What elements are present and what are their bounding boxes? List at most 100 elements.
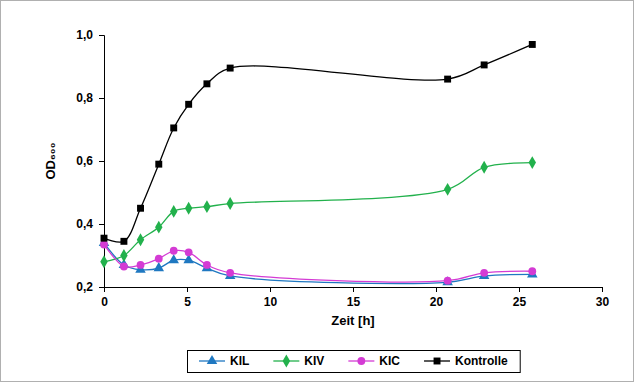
y-axis-title: OD₆₀₀: [43, 142, 58, 179]
tick-mark: [99, 224, 104, 225]
data-point: [529, 41, 536, 48]
data-point: [480, 269, 488, 277]
data-point: [226, 269, 234, 277]
data-point: [137, 205, 144, 212]
data-point: [529, 156, 536, 169]
legend-swatch-marker: [283, 355, 290, 368]
tick: 25: [513, 287, 527, 309]
tick-label: 1,0: [76, 28, 93, 42]
tick-mark: [436, 287, 437, 292]
data-point: [442, 276, 453, 285]
data-point: [479, 270, 490, 279]
legend-item: Kontrolle: [424, 354, 508, 368]
legend-item: KIV: [273, 354, 324, 368]
data-point: [170, 247, 178, 255]
legend-swatch-marker: [434, 358, 441, 365]
data-point: [444, 183, 451, 196]
data-point: [137, 233, 144, 246]
axis-line: [105, 288, 603, 293]
chart: 0,2 0,4 0,6 0,8 1,0 0 5 10 15 20 25 30 Zeit [h] OD₆₀₀…: [0, 0, 634, 382]
legend-label: KIC: [379, 354, 400, 368]
data-point: [120, 249, 127, 262]
tick-mark: [602, 287, 603, 292]
series-line: [104, 44, 532, 242]
legend-item: KIC: [348, 354, 400, 368]
series-line: [104, 243, 532, 284]
plot: 0,2 0,4 0,6 0,8 1,0 0 5 10 15 20 25 30: [76, 28, 609, 308]
legend-swatch-marker: [357, 357, 365, 365]
data-point: [481, 61, 488, 68]
tick: 5: [184, 287, 191, 309]
data-point: [203, 200, 210, 213]
tick-mark: [519, 287, 520, 292]
data-point: [120, 238, 127, 245]
x-axis-title: Zeit [h]: [331, 313, 374, 328]
data-point: [528, 267, 536, 275]
tick: 0: [101, 287, 108, 309]
data-point: [480, 161, 487, 174]
tick-label: 0,4: [76, 217, 93, 231]
data-point: [120, 263, 128, 271]
tick-label: 15: [347, 295, 361, 309]
tick-mark: [99, 98, 104, 99]
tick-label: 0,6: [76, 154, 93, 168]
data-point: [155, 161, 162, 168]
tick: 1,0: [76, 28, 104, 42]
tick-label: 20: [430, 295, 444, 309]
tick-mark: [99, 161, 104, 162]
tick-label: 5: [184, 295, 191, 309]
tick-mark: [270, 287, 271, 292]
tick-label: 30: [596, 295, 610, 309]
chart-frame: [1, 1, 634, 382]
data-point: [527, 268, 538, 277]
tick-mark: [99, 287, 104, 288]
data-point: [226, 197, 233, 210]
data-point: [227, 65, 234, 72]
tick: 10: [264, 287, 278, 309]
legend-box: [188, 351, 521, 373]
axis-line: [99, 36, 105, 288]
tick-label: 10: [264, 295, 278, 309]
data-point: [101, 235, 108, 242]
tick-label: 25: [513, 295, 527, 309]
data-point: [154, 262, 165, 271]
data-point: [444, 277, 452, 285]
data-point: [203, 261, 211, 269]
x-axis: 0 5 10 15 20 25 30: [101, 287, 609, 309]
data-point: [168, 254, 179, 263]
tick-label: 0: [101, 295, 108, 309]
tick-mark: [99, 35, 104, 36]
legend-label: Kontrolle: [455, 354, 508, 368]
data-point: [170, 124, 177, 131]
legend-label: KIV: [304, 354, 324, 368]
legend: KIL KIV KIC Kontrolle: [188, 351, 521, 373]
tick: 20: [430, 287, 444, 309]
tick-label: 0,8: [76, 91, 93, 105]
data-point: [155, 221, 162, 234]
data-point: [170, 205, 177, 218]
data-point: [185, 248, 193, 256]
data-point: [185, 202, 192, 215]
tick: 0,6: [76, 154, 104, 168]
series-line: [104, 244, 532, 281]
tick: 30: [596, 287, 610, 309]
data-point: [225, 270, 236, 279]
series-line: [104, 163, 532, 262]
data-point: [137, 261, 145, 269]
data-point: [444, 76, 451, 83]
legend-swatch-marker: [207, 355, 218, 364]
tick-mark: [187, 287, 188, 292]
tick: 15: [347, 287, 361, 309]
series-layer: [99, 41, 538, 285]
data-point: [203, 80, 210, 87]
tick: 0,2: [76, 280, 104, 294]
tick: 0,4: [76, 217, 104, 231]
tick-mark: [353, 287, 354, 292]
data-point: [100, 255, 107, 268]
y-axis: 0,2 0,4 0,6 0,8 1,0: [76, 28, 104, 294]
tick: 0,8: [76, 91, 104, 105]
data-point: [100, 241, 108, 249]
data-point: [185, 101, 192, 108]
tick-mark: [104, 287, 105, 292]
legend-item: KIL: [199, 354, 249, 368]
